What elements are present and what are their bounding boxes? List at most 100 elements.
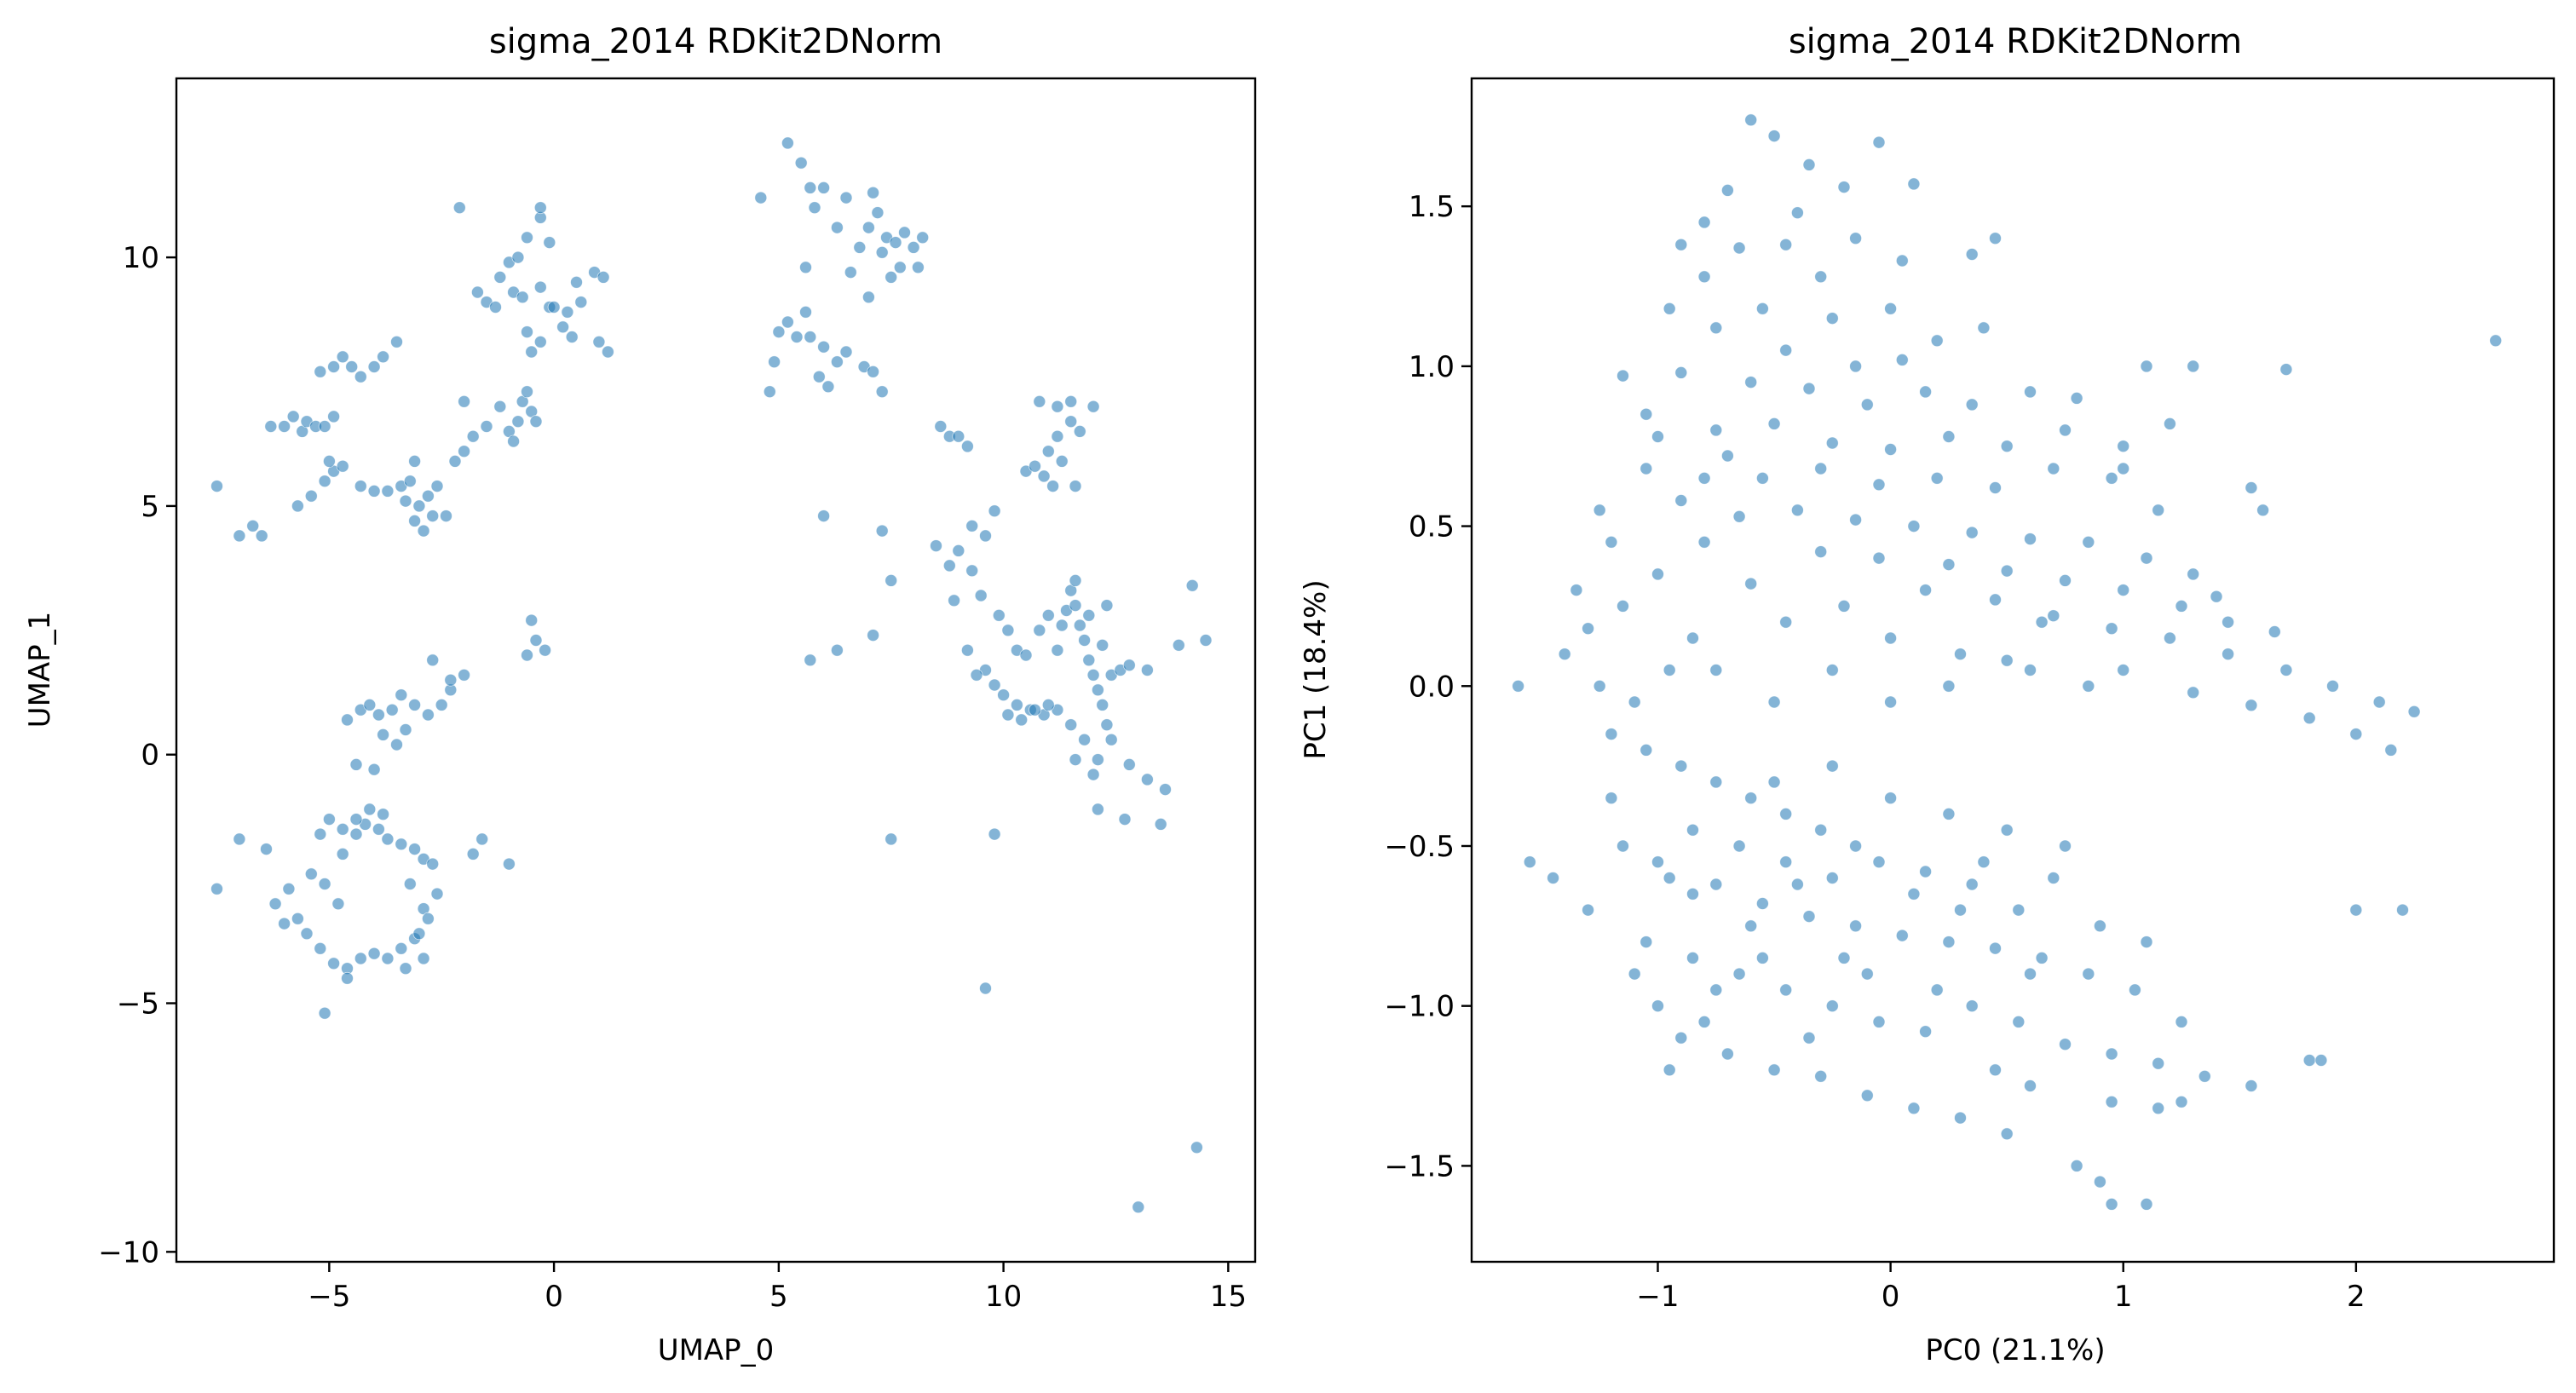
- umap-point: [821, 380, 835, 394]
- umap-point: [430, 480, 444, 492]
- pca-point: [2268, 625, 2281, 638]
- umap-point: [1122, 659, 1136, 672]
- umap-point: [1100, 718, 1114, 732]
- umap-point: [466, 848, 480, 861]
- pca-point: [2245, 699, 2258, 712]
- pca-point: [1674, 494, 1688, 507]
- pca-point: [1849, 232, 1863, 245]
- pca-point: [1663, 1063, 1676, 1077]
- umap-point: [988, 827, 1001, 841]
- pca-point: [1674, 759, 1688, 773]
- pca-point: [1790, 878, 1804, 891]
- pca-point: [1872, 551, 1886, 565]
- pca-point: [1721, 183, 1734, 197]
- pca-point: [1744, 919, 1758, 933]
- umap-point: [408, 843, 422, 855]
- pca-point: [1640, 935, 1653, 948]
- umap-point: [831, 355, 844, 369]
- umap-point: [336, 822, 349, 836]
- pca-point: [1837, 952, 1851, 964]
- umap-x-tick-label: −5: [308, 1280, 350, 1314]
- pca-point: [1651, 430, 1664, 443]
- umap-point: [1033, 394, 1046, 408]
- pca-point: [2024, 1079, 2037, 1092]
- umap-point: [930, 539, 942, 552]
- pca-point: [2000, 653, 2014, 667]
- pca-point: [1790, 504, 1804, 517]
- umap-point: [898, 226, 911, 239]
- umap-point: [1092, 753, 1104, 766]
- umap-point: [948, 594, 960, 607]
- pca-point: [2222, 648, 2235, 661]
- pca-point: [1930, 334, 1944, 348]
- umap-point: [300, 927, 314, 941]
- umap-x-ticks: −5 0 5 10 15: [308, 1262, 1247, 1314]
- umap-point: [395, 941, 408, 955]
- umap-point: [1019, 648, 1033, 662]
- pca-point: [1651, 999, 1664, 1013]
- pca-point: [1651, 567, 1664, 581]
- umap-point: [336, 350, 349, 364]
- pca-point: [1907, 177, 1921, 191]
- pca-point: [1989, 593, 2002, 607]
- pca-point: [1837, 181, 1851, 194]
- umap-point: [282, 882, 296, 895]
- umap-point: [533, 280, 547, 294]
- umap-point: [255, 529, 268, 543]
- pca-plot-title: sigma_2014 RDKit2DNorm: [1789, 22, 2242, 61]
- umap-point: [1069, 574, 1082, 587]
- umap-point: [1086, 400, 1100, 413]
- pca-x-tick-label: 2: [2347, 1280, 2366, 1314]
- umap-point: [1033, 624, 1046, 637]
- umap-point: [385, 703, 399, 717]
- umap-point: [804, 181, 817, 194]
- umap-point: [354, 370, 367, 383]
- umap-point: [988, 504, 1001, 518]
- umap-point: [790, 331, 804, 343]
- umap-point: [533, 201, 547, 215]
- umap-point: [1055, 455, 1069, 468]
- pca-point: [1697, 471, 1711, 485]
- pca-point: [1802, 382, 1816, 395]
- umap-point: [853, 240, 867, 254]
- pca-y-tick-label: 1.0: [1409, 350, 1455, 384]
- umap-point: [556, 320, 569, 334]
- umap-point: [979, 529, 992, 543]
- pca-point: [2349, 728, 2363, 740]
- pca-point: [1663, 302, 1676, 315]
- pca-scatter-panel: sigma_2014 RDKit2DNorm −1 0 1 2 −1.5 −1.0 −0.…: [1299, 22, 2556, 1367]
- pca-point: [2000, 823, 2014, 837]
- umap-point: [1199, 634, 1213, 647]
- pca-point: [1872, 135, 1886, 149]
- pca-point: [1872, 478, 1886, 492]
- umap-point: [430, 887, 444, 901]
- umap-point: [979, 981, 992, 995]
- umap-point: [831, 221, 844, 234]
- pca-point: [1790, 206, 1804, 220]
- umap-point: [327, 360, 341, 373]
- pca-point: [1825, 436, 1839, 450]
- umap-point: [875, 385, 889, 399]
- umap-point: [875, 524, 889, 538]
- pca-point: [1640, 744, 1653, 757]
- umap-point: [458, 668, 470, 682]
- pca-point: [1849, 919, 1863, 933]
- pca-point: [2222, 615, 2235, 629]
- umap-point: [574, 296, 588, 309]
- umap-point: [561, 305, 574, 319]
- umap-point: [395, 838, 408, 851]
- umap-point: [1185, 578, 1199, 592]
- umap-point: [808, 201, 821, 215]
- umap-point: [399, 494, 412, 508]
- umap-point: [1069, 480, 1082, 492]
- pca-point: [2489, 334, 2503, 348]
- pca-point: [1767, 1063, 1781, 1077]
- umap-point: [475, 832, 489, 846]
- pca-point: [2117, 440, 2130, 453]
- umap-point: [426, 857, 440, 871]
- pca-point: [1919, 584, 1933, 596]
- pca-point: [1872, 1016, 1886, 1028]
- pca-point: [1686, 631, 1699, 645]
- pca-point: [1802, 910, 1816, 923]
- pca-point: [1616, 839, 1629, 853]
